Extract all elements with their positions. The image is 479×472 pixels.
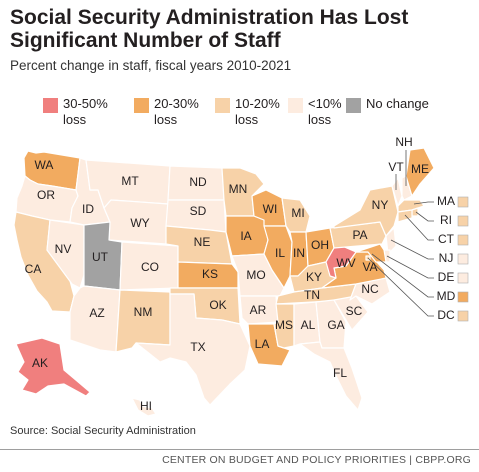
state-label-ga: GA bbox=[327, 318, 344, 332]
state-label-ny: NY bbox=[372, 198, 389, 212]
state-me bbox=[405, 147, 435, 197]
state-label-or: OR bbox=[37, 188, 55, 202]
footer-credit: CENTER ON BUDGET AND POLICY PRIORITIES |… bbox=[162, 454, 471, 466]
state-label-hi: HI bbox=[140, 399, 152, 413]
state-swatch-dc bbox=[457, 310, 469, 322]
state-label-va: VA bbox=[362, 260, 377, 274]
state-label-me: ME bbox=[411, 162, 429, 176]
state-swatch-nj bbox=[457, 253, 469, 265]
leader-line-nj bbox=[390, 239, 434, 260]
state-swatch-ma bbox=[457, 196, 469, 208]
state-label-wv: WV bbox=[336, 256, 355, 270]
state-sc bbox=[333, 295, 369, 331]
state-label-tn: TN bbox=[304, 288, 320, 302]
state-label-co: CO bbox=[141, 260, 159, 274]
state-label-sd: SD bbox=[190, 204, 207, 218]
state-label-ok: OK bbox=[209, 298, 226, 312]
legend-swatch-30-50 bbox=[43, 98, 58, 113]
chart-subtitle: Percent change in staff, fiscal years 20… bbox=[10, 58, 292, 73]
source-note: Source: Social Security Administration bbox=[10, 425, 196, 437]
state-nh bbox=[401, 175, 413, 201]
legend-label-under-10: <10% loss bbox=[308, 96, 342, 127]
state-ny bbox=[333, 185, 399, 237]
state-label-md: MD bbox=[437, 289, 456, 303]
state-label-nh: NH bbox=[395, 135, 412, 149]
state-label-tx: TX bbox=[190, 340, 205, 354]
legend-label-30-50: 30-50% loss bbox=[63, 96, 108, 127]
state-label-ut: UT bbox=[92, 250, 109, 264]
state-label-ky: KY bbox=[306, 270, 322, 284]
state-label-nc: NC bbox=[361, 282, 379, 296]
state-label-ma: MA bbox=[437, 194, 455, 208]
state-nm bbox=[115, 289, 171, 353]
state-label-nm: NM bbox=[134, 305, 153, 319]
state-label-ks: KS bbox=[202, 267, 218, 281]
state-label-wi: WI bbox=[263, 202, 278, 216]
state-label-mn: MN bbox=[229, 182, 248, 196]
us-map: WA OR CA NV ID MT WY UT AZ CO NM ND SD NE KS OK TX MN IA MO… bbox=[13, 135, 469, 417]
state-ks bbox=[177, 261, 239, 289]
state-label-az: AZ bbox=[89, 306, 104, 320]
footer-divider bbox=[0, 449, 479, 450]
state-ri bbox=[411, 207, 419, 217]
state-md bbox=[355, 243, 387, 263]
state-label-id: ID bbox=[82, 202, 94, 216]
state-label-ar: AR bbox=[250, 303, 267, 317]
state-label-ak: AK bbox=[32, 356, 48, 370]
state-swatch-ri bbox=[457, 215, 469, 227]
state-label-mi: MI bbox=[291, 206, 304, 220]
state-nj bbox=[385, 227, 397, 255]
legend-label-20-30: 20-30% loss bbox=[154, 96, 199, 127]
state-label-pa: PA bbox=[352, 228, 367, 242]
legend: 30-50% loss 20-30% loss 10-20% loss <10%… bbox=[10, 96, 470, 136]
state-ar bbox=[239, 295, 279, 325]
legend-label-no-change: No change bbox=[366, 96, 429, 111]
state-fl bbox=[299, 341, 363, 411]
state-label-ct: CT bbox=[438, 232, 455, 246]
state-label-in: IN bbox=[293, 246, 305, 260]
state-label-dc: DC bbox=[437, 308, 455, 322]
state-label-il: IL bbox=[275, 246, 285, 260]
state-label-sc: SC bbox=[346, 304, 363, 318]
state-label-ne: NE bbox=[194, 235, 211, 249]
state-label-vt: VT bbox=[388, 160, 404, 174]
leader-line-ri bbox=[415, 211, 434, 222]
state-wy bbox=[103, 199, 169, 245]
state-label-oh: OH bbox=[311, 238, 329, 252]
state-label-wa: WA bbox=[35, 158, 54, 172]
state-swatch-md bbox=[457, 291, 469, 303]
state-swatch-ct bbox=[457, 234, 469, 246]
state-label-ca: CA bbox=[25, 262, 42, 276]
leader-line-dc bbox=[367, 257, 434, 317]
state-label-mt: MT bbox=[121, 174, 139, 188]
leader-line-ma bbox=[413, 201, 434, 205]
legend-label-10-20: 10-20% loss bbox=[235, 96, 280, 127]
leader-line-ct bbox=[404, 214, 434, 241]
state-ak bbox=[15, 337, 91, 397]
leader-line-md bbox=[371, 253, 434, 298]
state-label-de: DE bbox=[438, 270, 455, 284]
legend-swatch-20-30 bbox=[134, 98, 149, 113]
state-tx bbox=[135, 293, 251, 406]
state-label-al: AL bbox=[301, 318, 316, 332]
state-hi bbox=[131, 397, 157, 417]
state-label-nd: ND bbox=[189, 175, 207, 189]
legend-swatch-10-20 bbox=[215, 98, 230, 113]
state-label-mo: MO bbox=[246, 268, 265, 282]
state-swatch-de bbox=[457, 272, 469, 284]
state-label-nv: NV bbox=[55, 242, 72, 256]
state-label-fl: FL bbox=[333, 366, 347, 380]
state-label-ia: IA bbox=[240, 229, 251, 243]
legend-swatch-under-10 bbox=[288, 98, 303, 113]
state-label-la: LA bbox=[255, 337, 270, 351]
state-label-wy: WY bbox=[130, 216, 149, 230]
legend-swatch-no-change bbox=[346, 98, 361, 113]
state-label-nj: NJ bbox=[439, 251, 454, 265]
state-label-ms: MS bbox=[275, 318, 293, 332]
leader-line-de bbox=[386, 255, 434, 279]
chart-title: Social Security Administration Has Lost … bbox=[10, 6, 409, 52]
state-label-ri: RI bbox=[440, 213, 452, 227]
state-il bbox=[263, 225, 293, 289]
